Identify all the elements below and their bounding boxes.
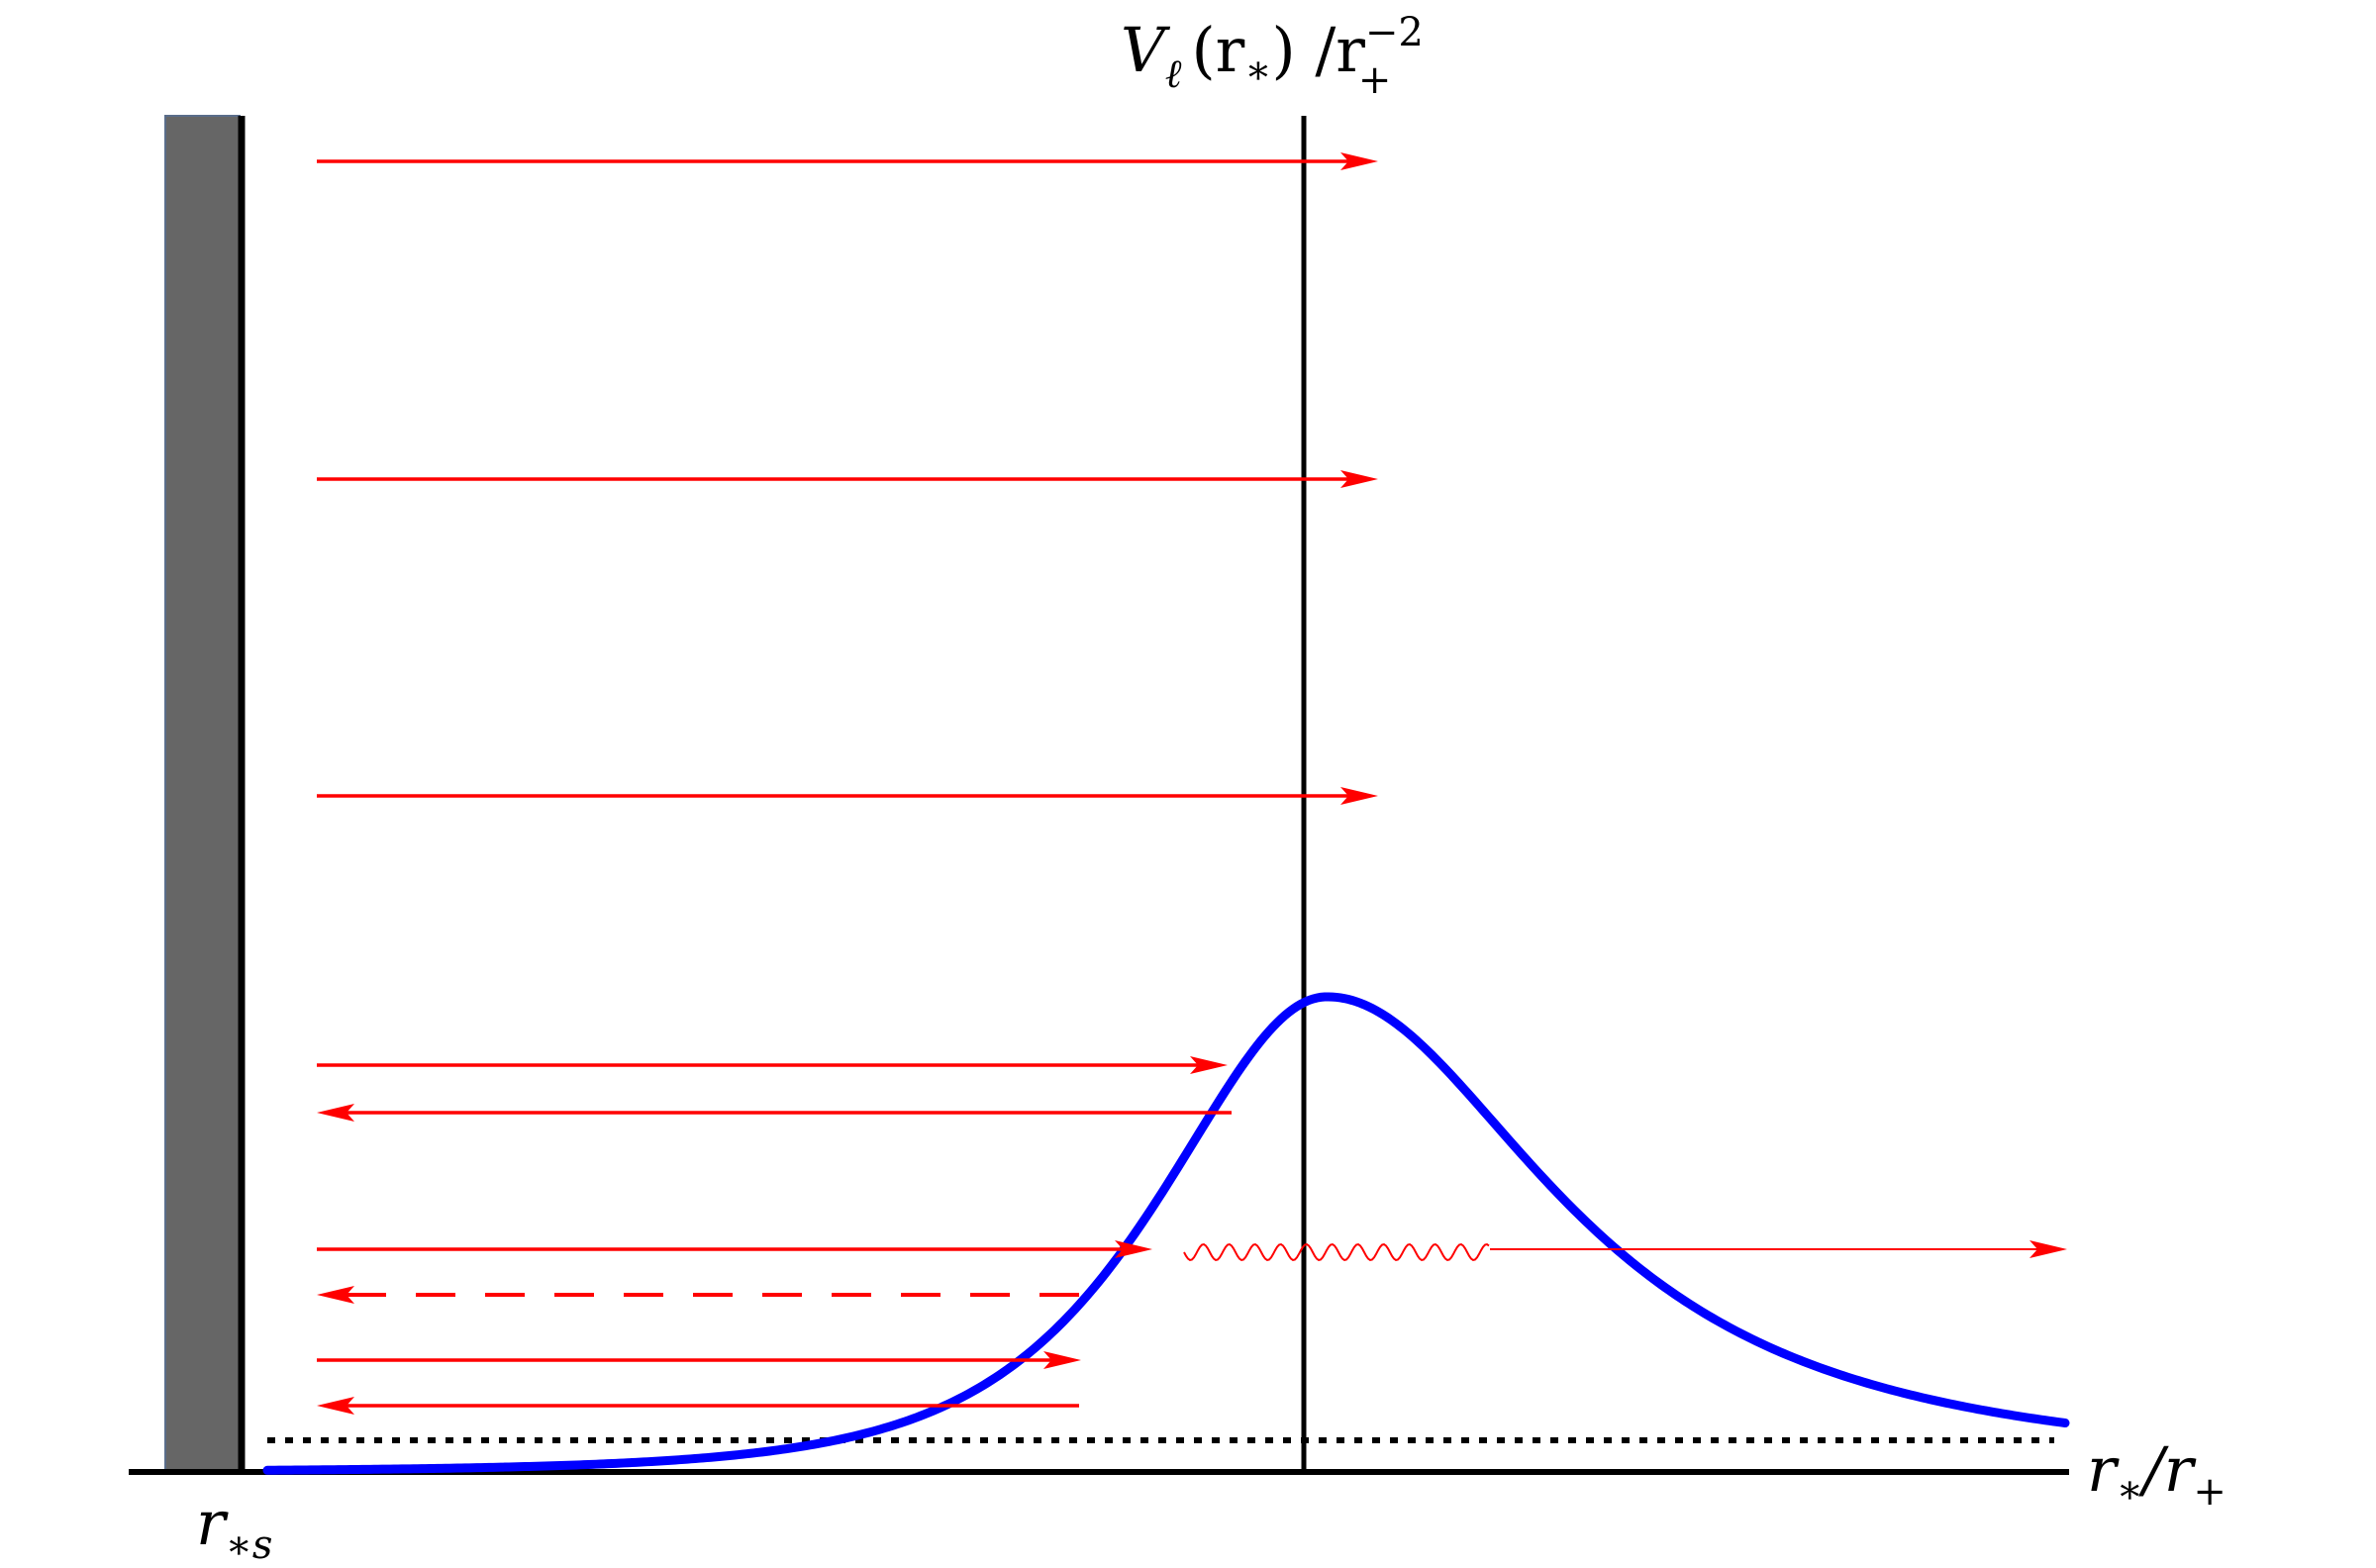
transmitted-arrow-1-head [1340, 152, 1378, 170]
incident-arrow-tunneling-head [1115, 1240, 1152, 1258]
potential-barrier-curve [262, 992, 2070, 1475]
wall-position-label: r∗s [196, 1487, 272, 1568]
y-axis-label-sub: ℓ [1165, 51, 1182, 97]
reflected-arrow-tunneling-dashed-head [317, 1286, 354, 1304]
y-axis-label-args-sub: ∗ [1244, 48, 1271, 93]
y-axis-label: Vℓ (r∗) /r−2 + [1121, 10, 1424, 103]
reflecting-wall [164, 115, 241, 1473]
x-axis-label-slash: /r [2138, 1433, 2197, 1506]
y-axis-label-den-sub: + [1358, 57, 1392, 103]
transmitted-tunneled-arrow-head [2030, 1240, 2067, 1258]
wavy-tunneling-line [1183, 1242, 1490, 1262]
wall-label-base: r [196, 1487, 229, 1559]
y-axis-label-args: (r [1191, 14, 1244, 86]
reflected-arrow-lower-head [317, 1397, 354, 1415]
x-axis-label: r∗/r+ [2087, 1433, 2227, 1515]
x-axis-label-den-sub: + [2193, 1469, 2227, 1515]
incident-arrow-lower-head [1043, 1351, 1081, 1369]
incident-arrow-upper-head [1190, 1056, 1228, 1074]
transmitted-arrow-2-head [1340, 470, 1378, 488]
y-axis-label-close: ) /r [1271, 14, 1365, 86]
y-axis-label-base: V [1121, 14, 1171, 86]
reflected-arrow-upper-head [317, 1104, 354, 1122]
wall-label-sub: ∗s [226, 1522, 273, 1568]
x-axis-label-base: r [2087, 1433, 2120, 1506]
y-axis-label-sup: −2 [1365, 10, 1424, 55]
transmitted-arrow-3-head [1340, 787, 1378, 805]
wave-arrows-group [317, 152, 2067, 1415]
x-axis-label-sub: ∗ [2117, 1467, 2143, 1513]
